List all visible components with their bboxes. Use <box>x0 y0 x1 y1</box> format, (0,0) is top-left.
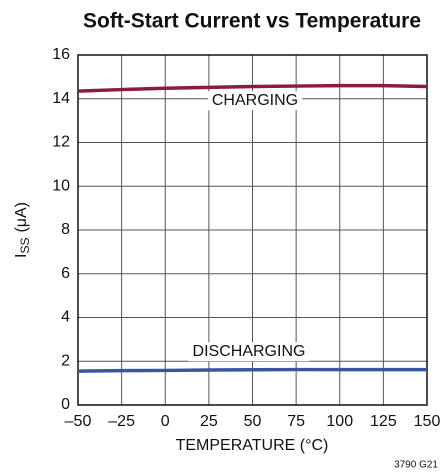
series-label: DISCHARGING <box>193 343 306 360</box>
x-tick-label: 150 <box>414 413 441 430</box>
y-tick-label: 14 <box>52 90 70 107</box>
y-label-unit: (μA) <box>13 202 30 233</box>
line-series <box>77 367 427 373</box>
x-axis-label: TEMPERATURE (°C) <box>176 437 329 454</box>
y-tick-label: 16 <box>52 46 70 63</box>
series-label-bg <box>207 91 303 111</box>
y-tick-label: 8 <box>61 221 70 238</box>
y-axis-label: ISS (μA) <box>13 202 32 258</box>
series-label-bg <box>188 342 310 362</box>
line-series <box>77 83 428 93</box>
x-tick-label: 100 <box>326 413 353 430</box>
x-tick-label: –25 <box>108 413 135 430</box>
y-tick-label: 10 <box>52 177 70 194</box>
y-tick-label: 4 <box>61 309 70 326</box>
y-tick-label: 0 <box>61 396 70 413</box>
y-label-base: I <box>13 254 30 258</box>
x-tick-label: –50 <box>65 413 92 430</box>
chart-title: Soft-Start Current vs Temperature <box>83 10 421 33</box>
y-label-subscript: SS <box>18 238 32 254</box>
footnote: 3790 G21 <box>394 460 438 471</box>
x-tick-label: 75 <box>287 413 305 430</box>
y-tick-label: 2 <box>61 352 70 369</box>
x-tick-label: 0 <box>161 413 170 430</box>
x-tick-label: 125 <box>370 413 397 430</box>
plot-frame <box>77 54 428 406</box>
y-tick-label: 6 <box>61 265 70 282</box>
y-tick-label: 12 <box>52 134 70 151</box>
x-tick-label: 50 <box>244 413 262 430</box>
series-label: CHARGING <box>212 92 298 109</box>
x-tick-label: 25 <box>200 413 218 430</box>
